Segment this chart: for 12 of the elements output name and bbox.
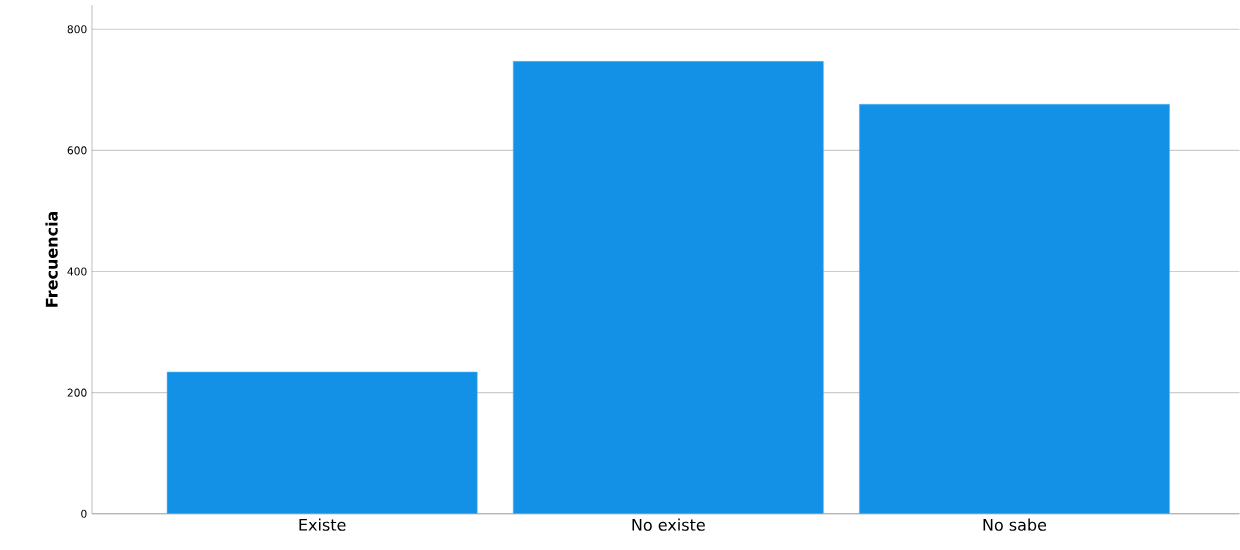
y-tick-label: 800 <box>67 25 87 34</box>
x-tick-label: Existe <box>299 518 346 531</box>
bar <box>512 61 824 514</box>
bar <box>859 104 1170 514</box>
x-tick-label: No sabe <box>983 518 1047 531</box>
y-tick-label: 400 <box>67 267 87 276</box>
x-tick-label: No existe <box>632 518 705 531</box>
y-tick-label: 600 <box>67 146 87 155</box>
bar <box>166 371 478 514</box>
y-tick-label: 200 <box>67 388 87 397</box>
y-tick-label: 0 <box>81 509 87 518</box>
y-axis-title: Frecuencia <box>45 212 58 307</box>
